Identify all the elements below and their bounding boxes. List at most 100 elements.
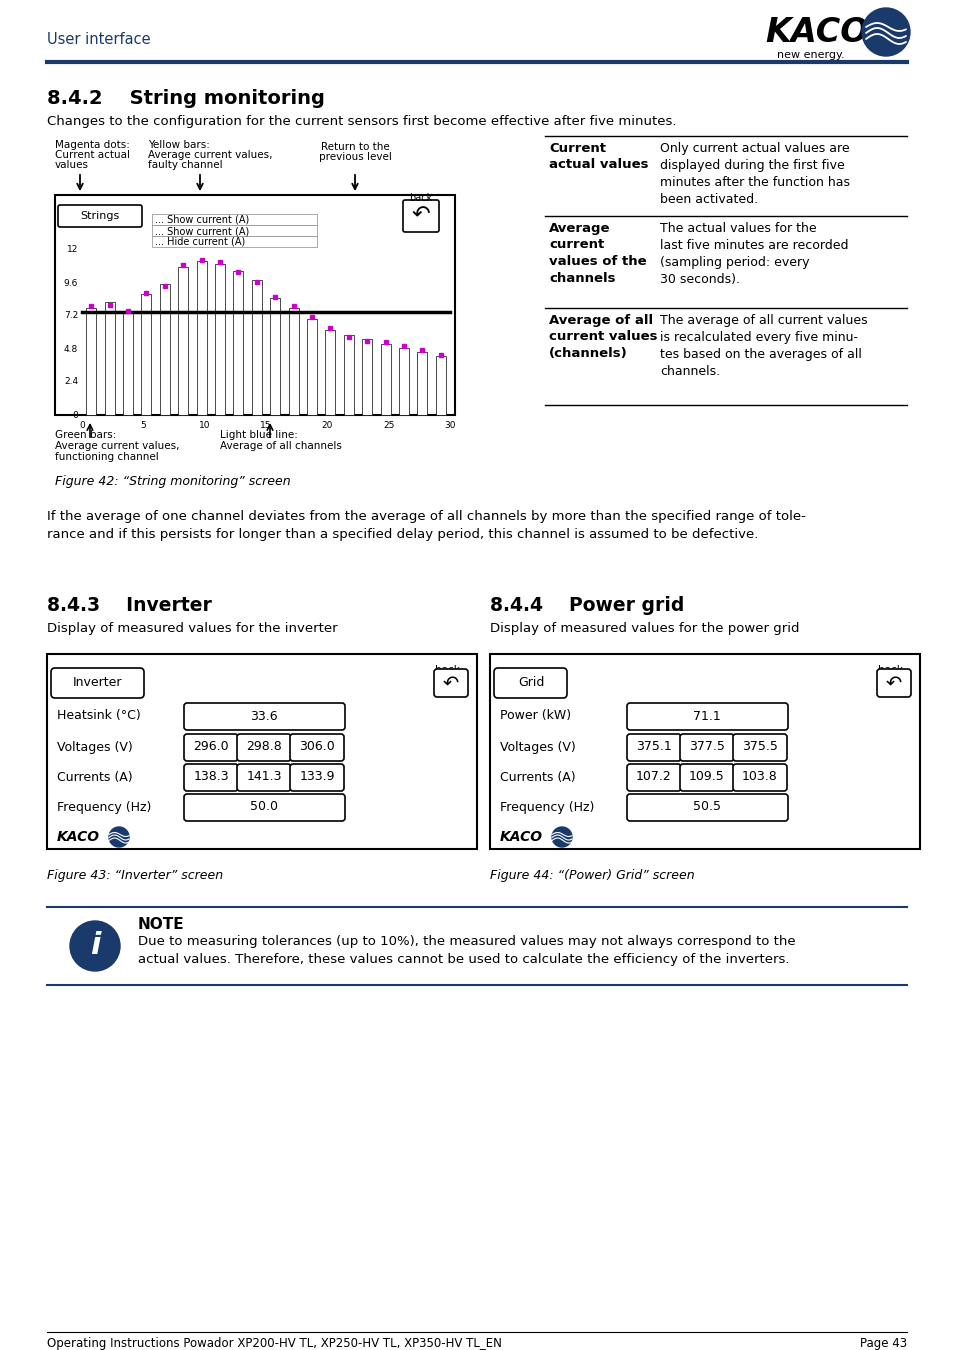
- Bar: [159, 285, 170, 414]
- Text: i: i: [90, 931, 100, 960]
- FancyBboxPatch shape: [236, 734, 291, 761]
- Bar: [214, 263, 225, 414]
- Text: Due to measuring tolerances (up to 10%), the measured values may not always corr: Due to measuring tolerances (up to 10%),…: [138, 936, 795, 967]
- Text: 50.0: 50.0: [250, 801, 277, 814]
- Bar: [307, 319, 316, 414]
- FancyBboxPatch shape: [876, 670, 910, 697]
- Text: functioning channel: functioning channel: [55, 452, 158, 462]
- Text: 33.6: 33.6: [250, 710, 277, 722]
- Text: 71.1: 71.1: [693, 710, 720, 722]
- FancyBboxPatch shape: [290, 734, 344, 761]
- Circle shape: [109, 828, 129, 846]
- Bar: [55, 194, 455, 414]
- Text: Grid: Grid: [517, 676, 543, 690]
- FancyBboxPatch shape: [626, 764, 680, 791]
- Text: The average of all current values
is recalculated every five minu-
tes based on : The average of all current values is rec…: [659, 315, 866, 378]
- Bar: [152, 225, 316, 236]
- Text: Figure 43: “Inverter” screen: Figure 43: “Inverter” screen: [47, 869, 223, 882]
- Text: Current
actual values: Current actual values: [548, 142, 648, 171]
- Text: KACO: KACO: [764, 15, 868, 49]
- Bar: [152, 236, 316, 247]
- Text: Magenta dots:: Magenta dots:: [55, 140, 130, 150]
- Text: 138.3: 138.3: [193, 771, 229, 783]
- Text: 8.4.4    Power grid: 8.4.4 Power grid: [490, 595, 683, 616]
- Text: 133.9: 133.9: [299, 771, 335, 783]
- Text: 8.4.2    String monitoring: 8.4.2 String monitoring: [47, 89, 325, 108]
- Text: Average current values,: Average current values,: [55, 441, 179, 451]
- Bar: [152, 215, 316, 225]
- Text: 109.5: 109.5: [688, 771, 724, 783]
- FancyBboxPatch shape: [679, 764, 733, 791]
- Text: Voltages (V): Voltages (V): [57, 741, 132, 753]
- Text: 8.4.3    Inverter: 8.4.3 Inverter: [47, 595, 212, 616]
- Text: Changes to the configuration for the current sensors first become effective afte: Changes to the configuration for the cur…: [47, 116, 676, 128]
- Circle shape: [552, 828, 572, 846]
- FancyBboxPatch shape: [236, 764, 291, 791]
- Bar: [490, 653, 919, 849]
- Text: Frequency (Hz): Frequency (Hz): [499, 801, 594, 814]
- Text: Average current values,: Average current values,: [148, 150, 273, 161]
- Text: new energy.: new energy.: [777, 50, 844, 59]
- Text: 0: 0: [72, 410, 78, 420]
- Text: ↶: ↶: [885, 674, 902, 693]
- FancyBboxPatch shape: [290, 764, 344, 791]
- Text: ↶: ↶: [412, 207, 430, 225]
- Text: Power (kW): Power (kW): [499, 710, 571, 722]
- FancyBboxPatch shape: [626, 734, 680, 761]
- Text: Average
current
values of the
channels: Average current values of the channels: [548, 221, 646, 285]
- Text: 7.2: 7.2: [64, 312, 78, 320]
- Text: 9.6: 9.6: [64, 278, 78, 288]
- FancyBboxPatch shape: [51, 668, 144, 698]
- Text: Inverter: Inverter: [73, 676, 123, 690]
- Bar: [233, 270, 243, 414]
- Text: Current actual: Current actual: [55, 150, 130, 161]
- Text: 4.8: 4.8: [64, 344, 78, 354]
- Bar: [196, 261, 207, 414]
- Text: Currents (A): Currents (A): [499, 771, 575, 783]
- Text: The actual values for the
last five minutes are recorded
(sampling period: every: The actual values for the last five minu…: [659, 221, 847, 286]
- FancyBboxPatch shape: [402, 200, 438, 232]
- Bar: [362, 339, 372, 414]
- Text: Operating Instructions Powador XP200-HV TL, XP250-HV TL, XP350-HV TL_EN: Operating Instructions Powador XP200-HV …: [47, 1338, 501, 1350]
- Circle shape: [70, 921, 120, 971]
- Text: 296.0: 296.0: [193, 741, 229, 753]
- Text: ↶: ↶: [442, 674, 458, 693]
- Text: faulty channel: faulty channel: [148, 161, 222, 170]
- Text: User interface: User interface: [47, 32, 151, 47]
- Text: Average of all channels: Average of all channels: [220, 441, 341, 451]
- FancyBboxPatch shape: [732, 764, 786, 791]
- Bar: [141, 294, 152, 414]
- FancyBboxPatch shape: [184, 764, 237, 791]
- Text: 0: 0: [79, 421, 85, 431]
- Text: NOTE: NOTE: [138, 917, 185, 932]
- Text: 5: 5: [140, 421, 146, 431]
- Text: If the average of one channel deviates from the average of all channels by more : If the average of one channel deviates f…: [47, 510, 805, 541]
- FancyBboxPatch shape: [626, 794, 787, 821]
- FancyBboxPatch shape: [732, 734, 786, 761]
- Text: Return to the: Return to the: [320, 142, 389, 153]
- Text: ... Show current (A): ... Show current (A): [154, 225, 249, 236]
- Text: 298.8: 298.8: [246, 741, 281, 753]
- Text: 25: 25: [382, 421, 394, 431]
- Bar: [343, 335, 354, 414]
- Text: KACO: KACO: [57, 830, 100, 844]
- Text: Voltages (V): Voltages (V): [499, 741, 576, 753]
- Text: 10: 10: [199, 421, 211, 431]
- Text: 12: 12: [67, 246, 78, 255]
- Text: 50.5: 50.5: [692, 801, 720, 814]
- Text: Frequency (Hz): Frequency (Hz): [57, 801, 152, 814]
- Text: Heatsink (°C): Heatsink (°C): [57, 710, 141, 722]
- Text: back: back: [877, 666, 902, 675]
- Text: Page 43: Page 43: [859, 1338, 906, 1350]
- FancyBboxPatch shape: [184, 703, 345, 730]
- Bar: [398, 348, 409, 414]
- Text: 306.0: 306.0: [299, 741, 335, 753]
- Bar: [416, 352, 427, 414]
- Text: Only current actual values are
displayed during the first five
minutes after the: Only current actual values are displayed…: [659, 142, 849, 207]
- Bar: [380, 343, 390, 414]
- FancyBboxPatch shape: [434, 670, 468, 697]
- Text: back: back: [435, 666, 459, 675]
- Text: Strings: Strings: [80, 211, 119, 221]
- FancyBboxPatch shape: [494, 668, 566, 698]
- Text: Display of measured values for the inverter: Display of measured values for the inver…: [47, 622, 337, 634]
